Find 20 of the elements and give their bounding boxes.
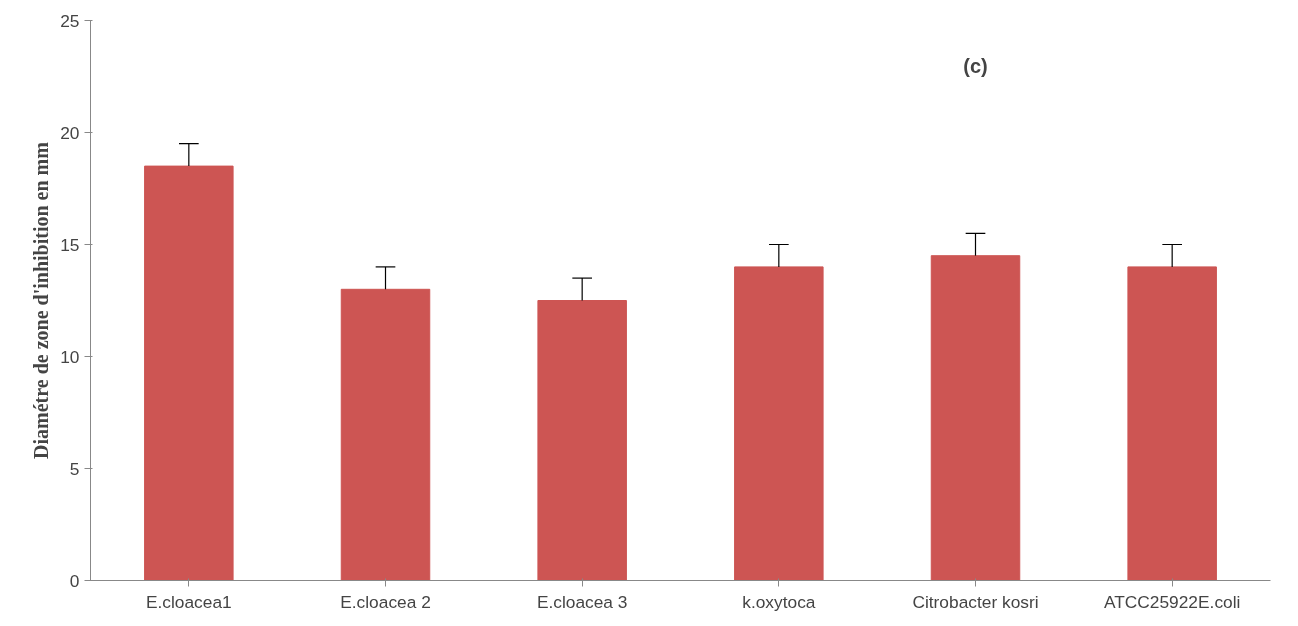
y-tick-label: 10	[60, 346, 80, 367]
bar	[537, 300, 627, 581]
y-tick-label: 15	[60, 234, 80, 255]
y-tick-label: 0	[69, 570, 80, 591]
bar	[340, 288, 431, 581]
y-tick-label: 25	[60, 10, 80, 31]
x-tick-label: k.oxytoca	[742, 591, 816, 612]
x-tick-label: ATCC25922E.coli	[1103, 591, 1241, 612]
annotation: (c)	[963, 54, 988, 77]
y-tick-label: 20	[60, 122, 80, 143]
bar	[734, 266, 824, 581]
x-tick-label: E.cloacea 2	[340, 591, 431, 612]
y-axis-title: Diamétre de zone d'inhibition en mm	[30, 141, 53, 459]
bar	[930, 255, 1021, 581]
x-tick-label: E.cloacea 3	[536, 591, 628, 612]
bar	[144, 165, 234, 581]
y-tick-label: 5	[69, 458, 80, 479]
x-tick-label: Citrobacter kosri	[912, 591, 1039, 612]
bar	[1127, 266, 1217, 581]
x-tick-label: E.cloacea1	[145, 591, 232, 612]
